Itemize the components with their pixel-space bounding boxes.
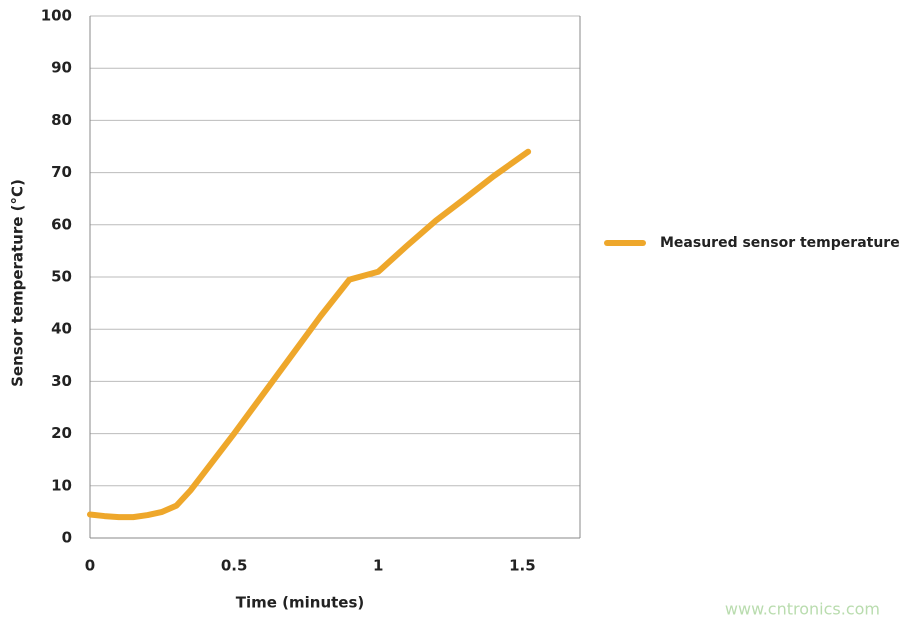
y-tick-label: 80	[51, 111, 72, 129]
x-axis-label: Time (minutes)	[236, 594, 365, 612]
y-axis-label: Sensor temperature (°C)	[9, 179, 27, 387]
y-tick-label: 0	[62, 529, 72, 547]
y-tick-label: 100	[41, 7, 72, 25]
y-tick-label: 50	[51, 268, 72, 286]
line	[87, 148, 532, 521]
x-tick-label: 1.5	[509, 557, 536, 575]
y-tick-label: 60	[51, 215, 72, 233]
x-tick-label: 0.5	[221, 557, 248, 575]
legend-label: Measured sensor temperature	[660, 235, 900, 251]
y-tick-label: 10	[51, 476, 72, 494]
y-tick-label: 20	[51, 424, 72, 442]
y-tick-label: 70	[51, 163, 72, 181]
watermark: www.cntronics.com	[725, 600, 880, 619]
y-tick-label: 40	[51, 320, 72, 338]
x-tick-label: 0	[85, 557, 95, 575]
y-tick-label: 90	[51, 59, 72, 77]
y-tick-label: 30	[51, 372, 72, 390]
x-tick-label: 1	[373, 557, 383, 575]
